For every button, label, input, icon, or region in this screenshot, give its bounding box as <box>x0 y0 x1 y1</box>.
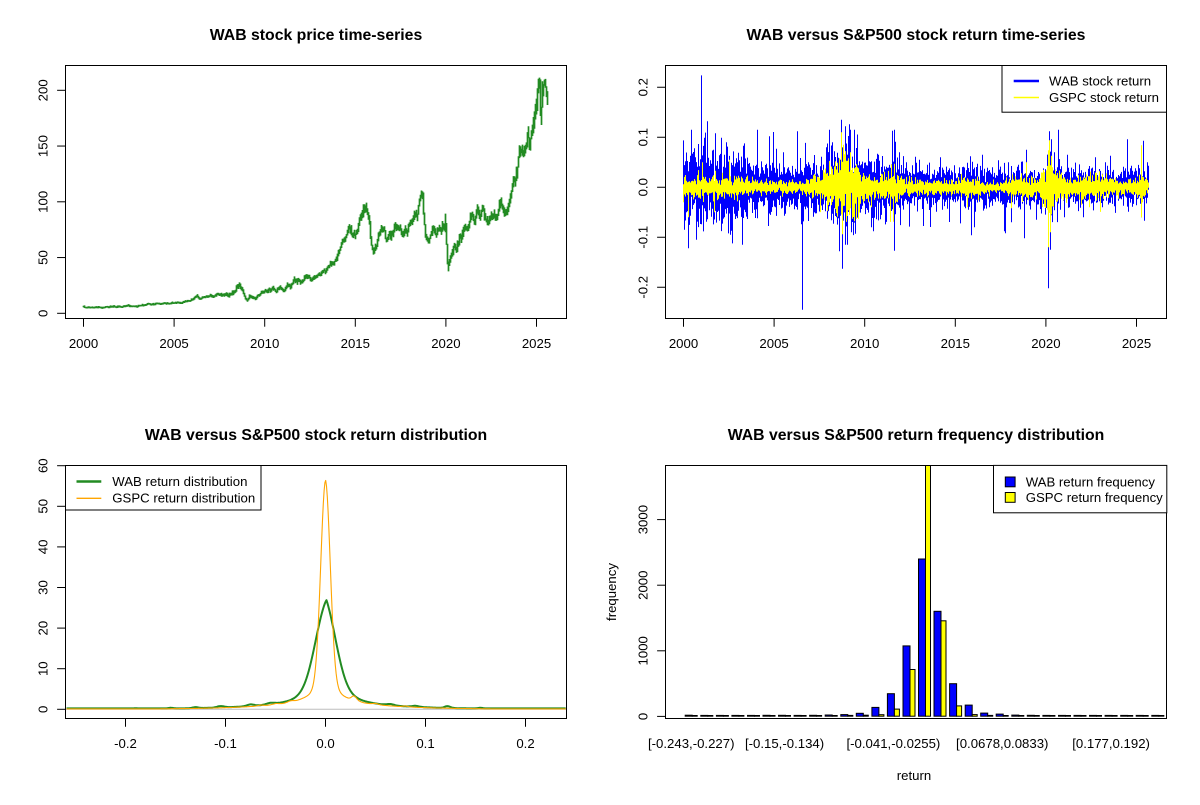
svg-text:-0.2: -0.2 <box>114 736 137 751</box>
svg-text:3000: 3000 <box>636 505 651 534</box>
svg-text:150: 150 <box>36 135 51 157</box>
svg-text:0.2: 0.2 <box>516 736 534 751</box>
svg-text:WAB versus S&P500 stock return: WAB versus S&P500 stock return distribut… <box>145 427 487 444</box>
svg-text:50: 50 <box>36 499 51 514</box>
svg-text:WAB versus S&P500 return frequ: WAB versus S&P500 return frequency distr… <box>728 427 1105 444</box>
svg-text:[0.177,0.192): [0.177,0.192) <box>1072 736 1150 751</box>
svg-text:0.1: 0.1 <box>416 736 434 751</box>
svg-text:2025: 2025 <box>522 336 551 351</box>
svg-text:2000: 2000 <box>69 336 98 351</box>
svg-text:0.0: 0.0 <box>316 736 334 751</box>
svg-text:30: 30 <box>36 580 51 595</box>
svg-text:1000: 1000 <box>636 636 651 665</box>
svg-text:0: 0 <box>636 713 651 720</box>
svg-text:[-0.243,-0.227): [-0.243,-0.227) <box>648 736 735 751</box>
svg-text:2010: 2010 <box>250 336 279 351</box>
svg-text:50: 50 <box>36 250 51 265</box>
svg-text:WAB stock price time-series: WAB stock price time-series <box>210 27 423 44</box>
svg-text:return: return <box>897 768 931 783</box>
svg-text:GSPC stock return: GSPC stock return <box>1049 90 1159 105</box>
svg-text:WAB versus S&P500 stock return: WAB versus S&P500 stock return time-seri… <box>747 27 1086 44</box>
svg-text:0.0: 0.0 <box>636 178 651 196</box>
svg-text:-0.1: -0.1 <box>214 736 237 751</box>
svg-text:2000: 2000 <box>669 336 698 351</box>
svg-text:[-0.041,-0.0255): [-0.041,-0.0255) <box>846 736 940 751</box>
svg-text:GSPC return distribution: GSPC return distribution <box>112 491 255 506</box>
svg-text:0.1: 0.1 <box>636 128 651 146</box>
svg-text:[-0.15,-0.134): [-0.15,-0.134) <box>745 736 824 751</box>
svg-text:2020: 2020 <box>431 336 460 351</box>
svg-text:0: 0 <box>36 706 51 713</box>
svg-text:2015: 2015 <box>941 336 970 351</box>
svg-text:WAB return frequency: WAB return frequency <box>1026 474 1156 489</box>
svg-text:2005: 2005 <box>759 336 788 351</box>
svg-text:WAB return distribution: WAB return distribution <box>112 474 247 489</box>
svg-text:2025: 2025 <box>1122 336 1151 351</box>
svg-text:0: 0 <box>36 310 51 317</box>
svg-text:0.2: 0.2 <box>636 78 651 96</box>
svg-text:GSPC return frequency: GSPC return frequency <box>1026 490 1163 505</box>
svg-text:WAB stock return: WAB stock return <box>1049 73 1151 88</box>
svg-text:20: 20 <box>36 621 51 636</box>
svg-text:40: 40 <box>36 540 51 555</box>
svg-text:2010: 2010 <box>850 336 879 351</box>
svg-text:2020: 2020 <box>1031 336 1060 351</box>
svg-text:10: 10 <box>36 661 51 676</box>
svg-text:2015: 2015 <box>341 336 370 351</box>
svg-text:-0.2: -0.2 <box>636 276 651 299</box>
svg-text:200: 200 <box>36 79 51 101</box>
svg-text:100: 100 <box>36 191 51 213</box>
svg-text:[0.0678,0.0833): [0.0678,0.0833) <box>956 736 1048 751</box>
svg-text:frequency: frequency <box>604 563 619 621</box>
svg-text:-0.1: -0.1 <box>636 226 651 249</box>
svg-text:2005: 2005 <box>159 336 188 351</box>
svg-text:60: 60 <box>36 458 51 473</box>
svg-text:2000: 2000 <box>636 571 651 600</box>
